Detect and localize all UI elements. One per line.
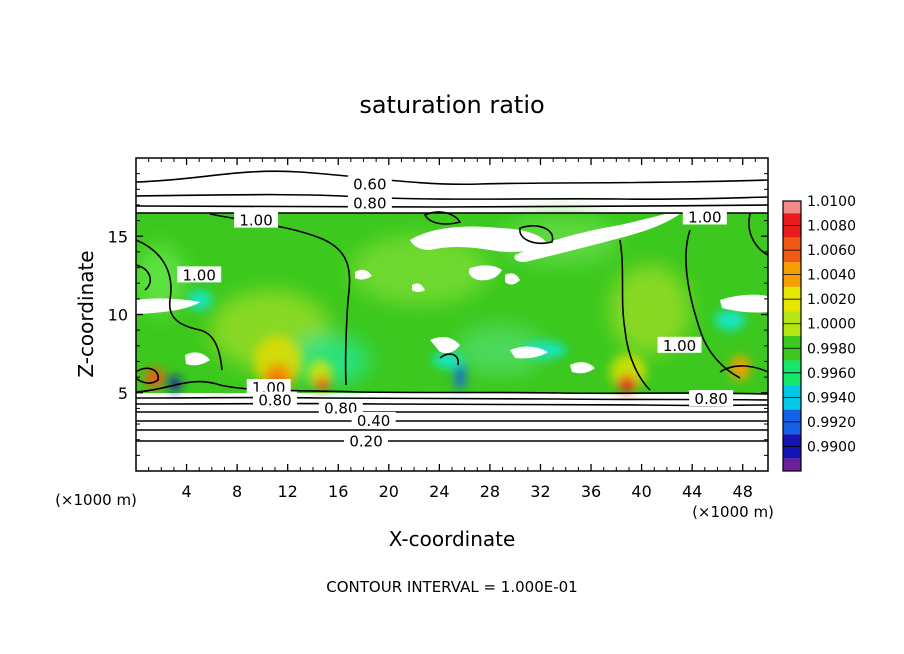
x-tick-label: 36 (581, 482, 601, 501)
contour-label-bg (234, 211, 279, 228)
x-tick-label: 44 (682, 482, 702, 501)
colorbar-swatch (783, 201, 801, 214)
contour-labels: 0.600.801.00 1.001.001.001.000.80 0.800.80… (177, 175, 734, 450)
y-axis-unit: (×1000 m) (55, 491, 137, 509)
contour-label: 1.00 (182, 266, 215, 284)
contour-label: 1.00 (663, 337, 696, 355)
x-tick-label: 4 (181, 482, 191, 501)
x-axis-unit: (×1000 m) (692, 503, 774, 521)
chart-title: saturation ratio (359, 91, 544, 119)
x-tick-label: 32 (530, 482, 550, 501)
x-tick-label: 48 (733, 482, 753, 501)
contour-label-bg (689, 390, 734, 407)
contour-label: 0.80 (324, 399, 357, 417)
contour-label-bg (344, 432, 389, 449)
contour-label-bg (253, 391, 298, 408)
cool-pockets (169, 290, 745, 392)
colorbar-label: 1.0000 (807, 317, 856, 333)
colorbar-swatch (783, 458, 801, 471)
colorbar-label: 1.0020 (807, 292, 856, 308)
colorbar-label: 0.9960 (807, 366, 856, 382)
contour-label-bg (347, 194, 392, 211)
contour-label: 0.20 (349, 432, 382, 450)
contour-label-bg (246, 379, 291, 396)
colorbar-label: 1.0040 (807, 268, 856, 284)
contour-label-bg (351, 411, 396, 428)
x-tick-label: 20 (379, 482, 399, 501)
x-tick-label: 12 (278, 482, 298, 501)
contour-label-bg (347, 175, 392, 192)
contour-label-bg (318, 399, 363, 416)
colorbar-label: 0.9900 (807, 439, 856, 455)
contour-label: 1.00 (239, 212, 272, 230)
plot-area: 0.600.801.00 1.001.001.001.000.80 0.800.80… (136, 170, 768, 450)
y-tick-label: 10 (108, 306, 128, 325)
contour-label-bg (177, 266, 222, 283)
colorbar: 1.0100 1.0080 1.0060 1.0040 1.0020 1.0000 0.99… (782, 194, 856, 472)
x-tick-label: 8 (232, 482, 242, 501)
contour-lines (136, 170, 768, 442)
x-tick-label: 28 (480, 482, 500, 501)
contour-label: 0.80 (258, 392, 291, 410)
contour-label-bg (657, 336, 702, 353)
colorbar-label: 0.9920 (807, 415, 856, 431)
x-tick-label: 24 (429, 482, 449, 501)
colorbar-label: 1.0080 (807, 219, 856, 235)
x-axis-label: X-coordinate (389, 527, 516, 551)
x-tick-label: 40 (631, 482, 651, 501)
contour-interval-note: CONTOUR INTERVAL = 1.000E-01 (326, 578, 577, 596)
y-axis-label: Z-coordinate (74, 250, 98, 377)
contour-label: 1.00 (688, 208, 721, 226)
contour-label-bg (682, 208, 727, 225)
colorbar-label: 1.0100 (807, 194, 856, 210)
contour-label: 0.40 (357, 412, 390, 430)
unsaturated-regions (136, 214, 768, 374)
contour-label: 0.80 (694, 390, 727, 408)
contour-label: 0.80 (353, 194, 386, 212)
y-tick-label: 5 (118, 384, 128, 403)
colorbar-label: 0.9940 (807, 390, 856, 406)
y-tick-label: 15 (108, 227, 128, 246)
colorbar-label: 0.9980 (807, 341, 856, 357)
contour-label: 0.60 (353, 176, 386, 194)
colorbar-label: 1.0060 (807, 243, 856, 259)
x-tick-label: 16 (328, 482, 348, 501)
